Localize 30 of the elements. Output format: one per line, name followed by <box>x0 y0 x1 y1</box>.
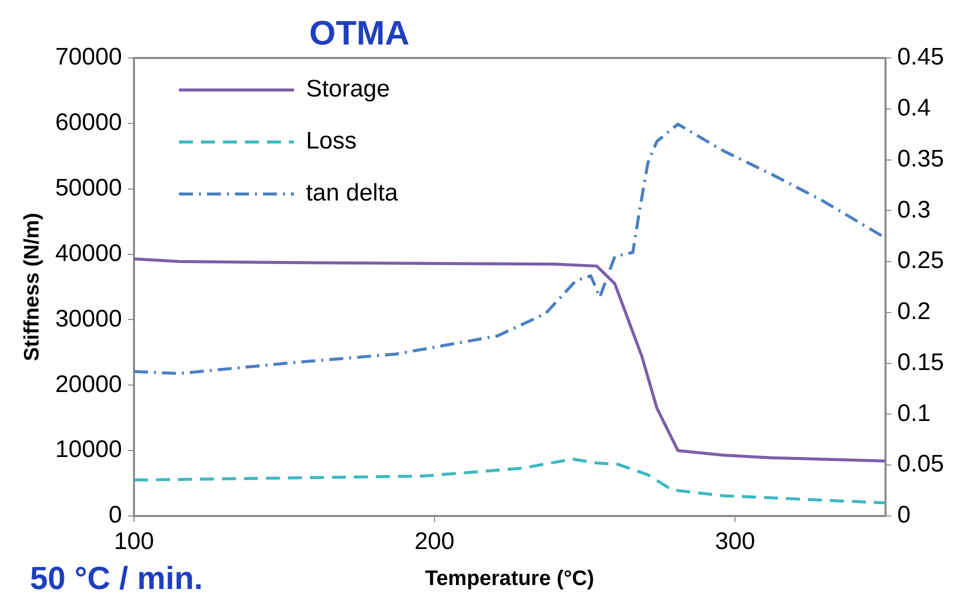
y-tick-label: 20000 <box>55 370 122 398</box>
y2-tick-label: 0 <box>897 502 911 529</box>
x-tick-label: 200 <box>414 528 454 556</box>
y2-tick-label: 0.3 <box>897 196 931 224</box>
x-tick-label: 300 <box>714 528 756 556</box>
legend-label: Loss <box>306 128 357 155</box>
legend-label: tan delta <box>306 180 399 207</box>
y-axis-title: Stiffness (N/m) <box>20 212 44 362</box>
x-axis-title: Temperature (°C) <box>425 567 594 590</box>
y-tick-label: 0 <box>108 502 122 529</box>
y-tick-label: 30000 <box>55 305 122 332</box>
y-tick-label: 60000 <box>55 109 122 136</box>
y-tick-label: 70000 <box>55 44 122 71</box>
y2-tick-label: 0.05 <box>897 450 944 478</box>
line-series <box>134 122 884 376</box>
x-tick-label: 100 <box>114 528 154 556</box>
chart-title: OTMA <box>309 14 410 52</box>
text: 50 °C / min. <box>30 560 203 596</box>
y-tick-label: 10000 <box>55 436 122 464</box>
y2-tick-label: 0.45 <box>897 44 944 71</box>
y-tick-label: 50000 <box>55 174 122 202</box>
legend-label: Storage <box>306 76 390 103</box>
y2-tick-label: 0.25 <box>897 247 944 274</box>
y2-tick-label: 0.35 <box>897 145 944 172</box>
y2-tick-label: 0.4 <box>897 94 931 122</box>
y2-tick-label: 0.1 <box>897 400 931 427</box>
y2-tick-label: 0.2 <box>897 298 931 326</box>
y2-tick-label: 0.15 <box>897 348 944 376</box>
y-tick-label: 40000 <box>55 240 122 267</box>
line-series <box>134 458 886 504</box>
